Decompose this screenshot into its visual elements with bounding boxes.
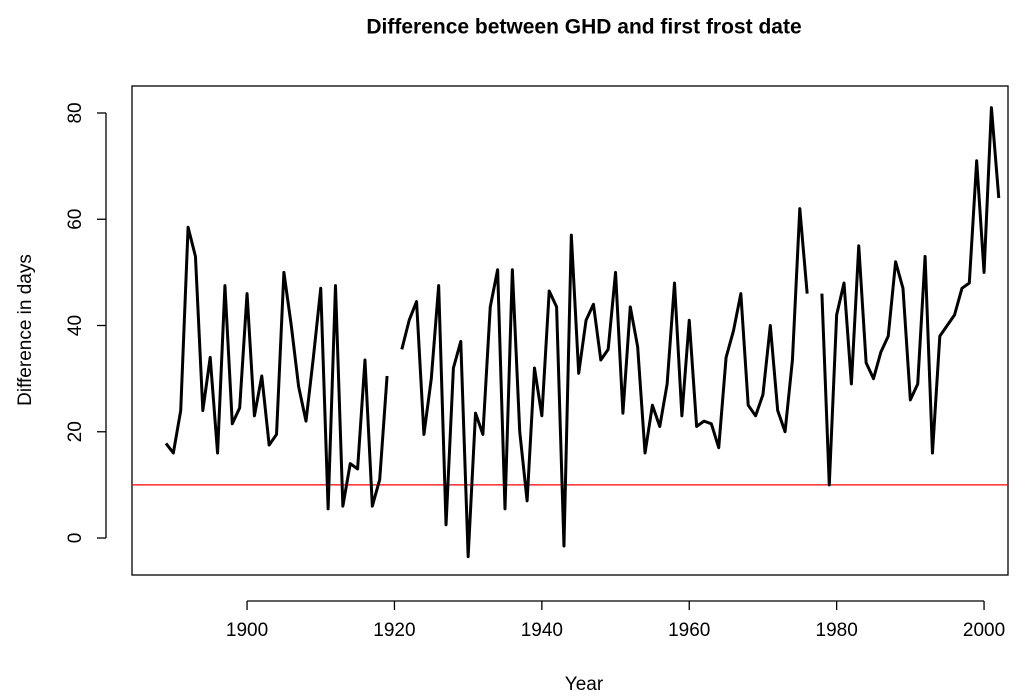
data-line [164, 106, 1001, 559]
x-tick-label: 1900 [226, 620, 268, 641]
x-tick-label: 1920 [373, 620, 415, 641]
x-axis-label: Year [565, 674, 604, 695]
x-tick-label: 1980 [816, 620, 858, 641]
chart-title: Difference between GHD and first frost d… [366, 16, 801, 39]
y-tick-label: 40 [65, 315, 86, 336]
plot-frame [131, 85, 1009, 576]
y-tick-label: 80 [65, 102, 86, 123]
y-axis-label: Difference in days [15, 254, 36, 406]
y-tick-label: 20 [65, 421, 86, 442]
x-tick-label: 1940 [521, 620, 563, 641]
y-tick-label: 0 [65, 533, 86, 544]
x-tick-label: 2000 [963, 620, 1005, 641]
y-tick-label: 60 [65, 209, 86, 230]
x-tick-label: 1960 [668, 620, 710, 641]
